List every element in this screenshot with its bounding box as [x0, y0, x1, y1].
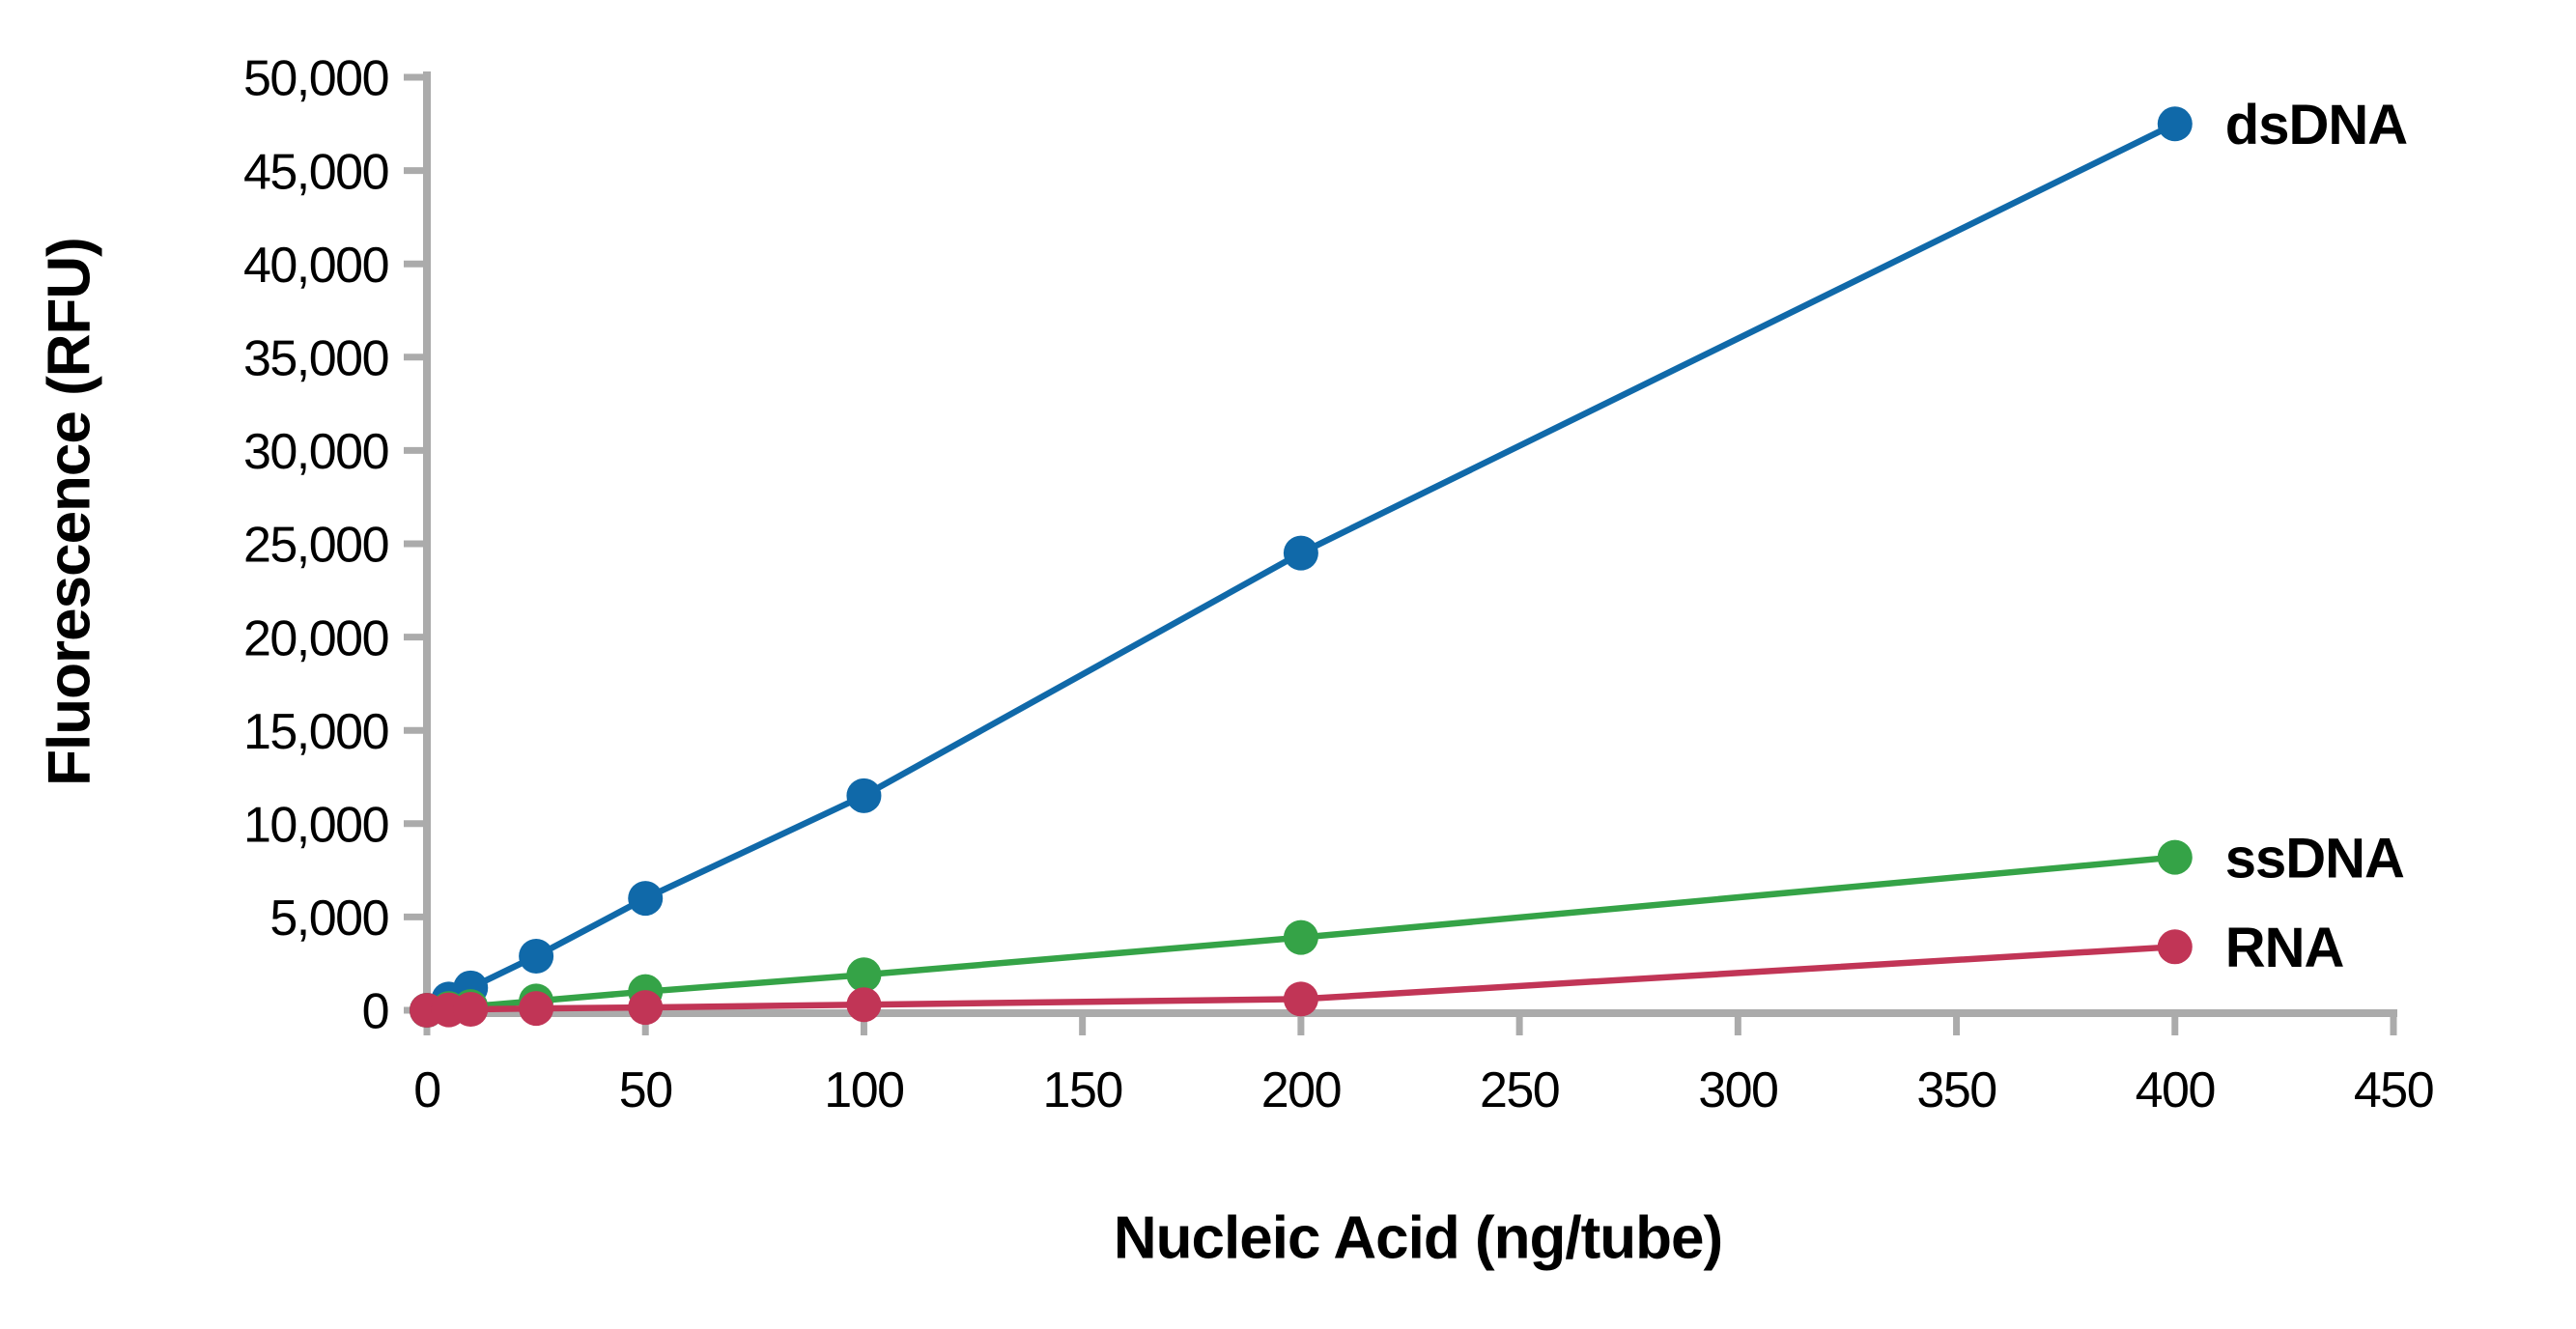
y-tick-label: 15,000: [243, 704, 388, 760]
y-tick-label: 30,000: [243, 424, 388, 480]
legend-label-rna: RNA: [2225, 917, 2344, 979]
y-tick-label: 20,000: [243, 610, 388, 666]
x-tick-label: 450: [2354, 1062, 2433, 1118]
y-tick-label: 40,000: [243, 238, 388, 294]
x-tick-label: 200: [1261, 1062, 1341, 1118]
legend-label-ssdna: ssDNA: [2225, 827, 2404, 890]
rna-point-10: [453, 992, 489, 1028]
ssdna-point-100: [846, 957, 882, 993]
y-tick-label: 25,000: [243, 518, 388, 574]
ssdna-point-400: [2157, 839, 2193, 875]
y-tick-label: 10,000: [243, 798, 388, 854]
dsdna-point-200: [1283, 535, 1318, 571]
legend-label-dsdna: dsDNA: [2225, 94, 2407, 156]
rna-point-50: [628, 990, 664, 1026]
x-tick-label: 0: [413, 1062, 439, 1118]
dsdna-point-25: [519, 938, 554, 974]
x-tick-label: 150: [1043, 1062, 1122, 1118]
y-tick-label: 50,000: [243, 51, 388, 107]
rna-point-25: [519, 991, 554, 1027]
ssdna-point-200: [1283, 919, 1318, 955]
x-tick-label: 100: [824, 1062, 903, 1118]
x-tick-label: 250: [1480, 1062, 1559, 1118]
x-axis-title: Nucleic Acid (ng/tube): [1113, 1204, 1723, 1272]
dsdna-point-400: [2157, 106, 2193, 142]
y-tick-label: 0: [362, 984, 388, 1040]
rna-point-200: [1283, 981, 1318, 1017]
x-tick-label: 50: [619, 1062, 672, 1118]
y-tick-label: 45,000: [243, 144, 388, 200]
x-tick-label: 400: [2136, 1062, 2215, 1118]
rna-point-100: [846, 987, 882, 1023]
x-tick-label: 350: [1916, 1062, 1996, 1118]
rna-point-400: [2157, 929, 2193, 965]
x-tick-label: 300: [1698, 1062, 1777, 1118]
dsdna-point-50: [628, 881, 664, 917]
y-axis-title: Fluorescence (RFU): [36, 238, 103, 786]
y-tick-label: 35,000: [243, 331, 388, 387]
y-tick-label: 5,000: [269, 891, 388, 947]
dsdna-point-100: [846, 778, 882, 813]
